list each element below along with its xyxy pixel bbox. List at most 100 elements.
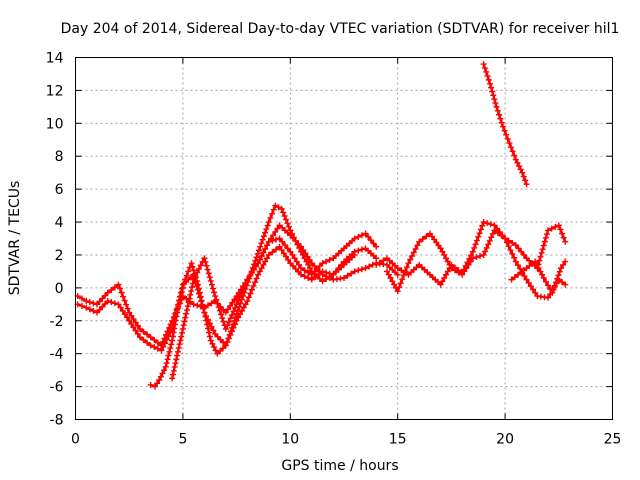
data-point: [472, 241, 479, 248]
data-point: [562, 258, 569, 265]
data-point: [247, 290, 254, 297]
data-point: [255, 260, 262, 267]
data-point: [86, 306, 93, 313]
data-point: [166, 324, 173, 331]
data-point: [397, 280, 404, 287]
data-point: [437, 281, 444, 288]
data-point: [163, 360, 170, 367]
data-point: [283, 253, 290, 260]
data-point: [523, 276, 530, 283]
data-point: [475, 233, 482, 240]
data-point: [301, 273, 308, 280]
data-point: [132, 327, 139, 334]
x-axis-label: GPS time / hours: [281, 458, 398, 474]
data-point: [367, 237, 374, 244]
data-point: [230, 321, 237, 328]
data-point: [245, 294, 252, 301]
data-point: [132, 319, 139, 326]
y-tick-label: 2: [55, 248, 64, 264]
data-point: [542, 278, 549, 285]
data-point: [560, 234, 567, 241]
data-point: [514, 159, 521, 166]
data-point: [256, 268, 263, 275]
data-point: [446, 265, 453, 272]
data-point: [514, 262, 521, 269]
data-point: [401, 269, 408, 276]
data-point: [179, 326, 186, 332]
data-point: [487, 221, 494, 228]
data-point: [225, 306, 232, 313]
data-point: [326, 274, 333, 281]
data-point: [543, 231, 550, 238]
data-point: [235, 307, 242, 314]
data-point: [134, 330, 141, 337]
data-point: [521, 273, 528, 280]
data-point: [555, 222, 562, 229]
data-point: [344, 272, 351, 279]
data-point: [462, 262, 469, 269]
data-point: [482, 248, 489, 255]
data-point: [507, 247, 514, 254]
series-group: [74, 230, 380, 349]
data-point: [538, 249, 545, 256]
data-point: [553, 279, 560, 286]
data-point: [194, 269, 201, 276]
data-point: [119, 307, 126, 314]
data-point: [222, 309, 229, 316]
data-point: [144, 339, 151, 346]
data-point: [484, 72, 491, 79]
data-point: [220, 318, 227, 325]
data-point: [281, 242, 288, 249]
data-point: [225, 335, 232, 342]
series-group: [147, 202, 358, 390]
data-point: [373, 261, 380, 268]
data-point: [171, 325, 178, 332]
data-point: [487, 80, 494, 87]
data-point: [90, 300, 97, 307]
data-point: [362, 265, 369, 272]
data-point: [232, 314, 239, 321]
data-point: [283, 216, 290, 223]
data-point: [392, 284, 399, 291]
data-point: [154, 345, 161, 352]
data-point: [174, 309, 181, 316]
y-tick-label: 4: [55, 215, 64, 231]
data-point: [181, 318, 188, 325]
data-point: [519, 169, 526, 176]
data-point: [412, 245, 419, 252]
data-point: [476, 230, 483, 237]
data-point: [259, 236, 266, 243]
plot-frame: [75, 57, 613, 420]
data-point: [236, 294, 243, 301]
data-point: [242, 280, 249, 287]
data-point: [275, 204, 282, 211]
data-point: [284, 220, 291, 227]
data-point: [128, 312, 135, 319]
data-point: [218, 311, 225, 318]
data-point: [351, 251, 358, 258]
data-point: [262, 229, 269, 236]
data-point: [499, 123, 506, 130]
data-point: [264, 222, 271, 229]
data-point: [289, 251, 296, 258]
data-point: [160, 343, 167, 350]
data-series: [74, 61, 569, 390]
data-point: [272, 202, 279, 209]
data-point: [262, 258, 269, 265]
data-point: [175, 344, 182, 351]
data-point: [473, 254, 480, 261]
data-point: [156, 377, 163, 384]
data-point: [258, 240, 265, 247]
data-point: [126, 317, 133, 324]
data-point: [104, 289, 111, 296]
series-group: [169, 222, 401, 382]
data-point: [520, 173, 527, 180]
y-tick-label: 6: [55, 182, 64, 198]
data-point: [197, 293, 204, 300]
data-point: [398, 267, 405, 274]
data-point: [108, 287, 115, 294]
data-point: [444, 258, 451, 265]
data-point: [355, 247, 362, 254]
data-point: [439, 278, 446, 285]
data-point: [285, 223, 292, 230]
